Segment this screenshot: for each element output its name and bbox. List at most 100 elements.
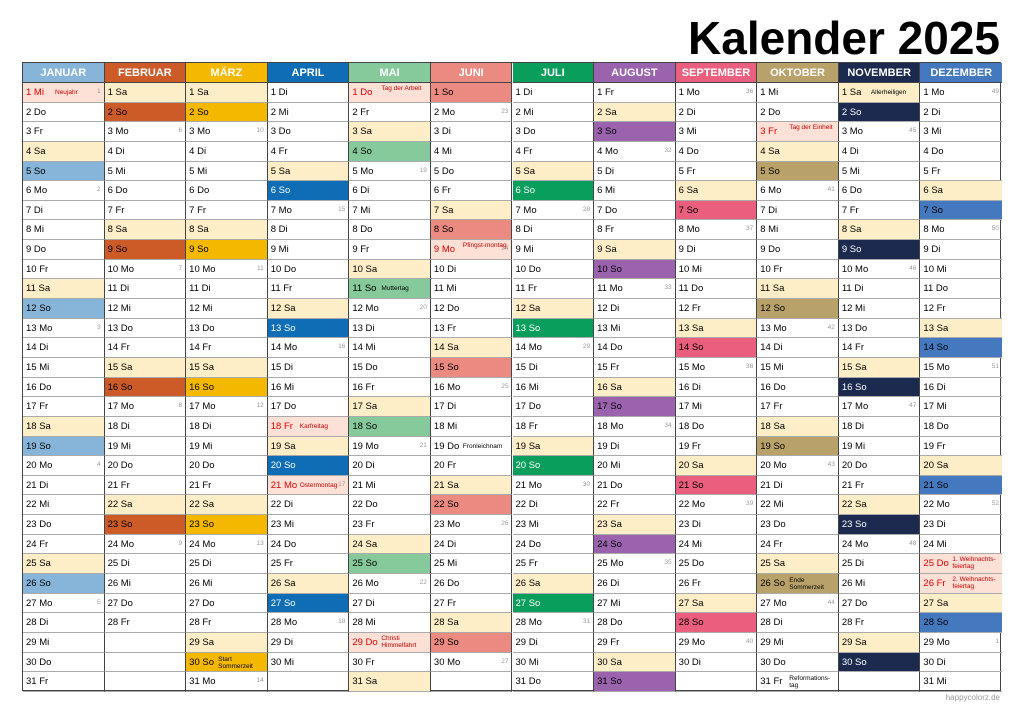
- day-cell: 20 Do: [838, 456, 921, 476]
- credit-text: happycolorz.de: [945, 693, 1000, 702]
- day-label: 25 Di: [189, 558, 212, 570]
- day-label: 10 Di: [433, 263, 457, 275]
- day-cell: 19 Do Fronleichnam: [430, 436, 513, 457]
- day-label: 10 Fr: [26, 263, 49, 275]
- day-cell: 14 Di: [757, 338, 839, 358]
- day-label: 15 Sa: [189, 361, 214, 373]
- day-label: 28 Fr: [189, 617, 212, 629]
- day-cell: 10 Mo 11: [186, 259, 268, 280]
- day-cell: 27 Do: [838, 593, 921, 614]
- day-label: 1 Sa: [107, 87, 128, 98]
- day-label: 7 Sa: [433, 204, 454, 216]
- day-label: 13 So: [270, 322, 296, 334]
- day-cell: 30 Di: [920, 653, 1002, 673]
- day-cell: 3 Do: [512, 122, 595, 142]
- day-cell: 20 Fr: [430, 456, 513, 476]
- day-cell: 29 Mo 40: [675, 632, 758, 653]
- day-label: 1 Mi: [26, 87, 44, 98]
- day-cell: 11 Sa: [757, 279, 839, 300]
- day-label: 5 Fr: [923, 165, 941, 177]
- day-label: 27 So: [515, 597, 541, 609]
- day-cell: 24 Mi: [675, 534, 758, 555]
- day-cell: 1 Mo 36: [675, 83, 758, 103]
- page-title: Kalender 2025: [688, 12, 1000, 64]
- day-label: 30 So: [841, 656, 867, 668]
- day-cell: 15 Do: [349, 357, 431, 378]
- day-cell: 30 Mo 27: [430, 652, 513, 673]
- day-label: 22 Mo: [678, 499, 706, 511]
- day-cell: 15 Di: [512, 357, 595, 378]
- day-label: 21 Mo: [515, 479, 542, 491]
- day-cell: 10 Mi: [675, 259, 758, 280]
- day-label: 20 Sa: [678, 460, 704, 472]
- week-number: 15: [338, 205, 346, 213]
- day-cell: 6 Di: [349, 181, 431, 201]
- day-cell: 29 So: [430, 632, 513, 653]
- day-cell: 20 Sa: [675, 456, 758, 476]
- holiday-label: Christi Himmelfahrt: [381, 634, 417, 649]
- day-cell: 29 Mi: [23, 632, 105, 653]
- day-cell: 22 Mi: [23, 495, 105, 516]
- day-label: 27 Sa: [678, 597, 704, 609]
- day-label: 1 Sa: [189, 87, 209, 98]
- day-label: 30 Mi: [515, 656, 539, 668]
- month-column: FEBRUAR 1 Sa 2 So 3 Mo 6 4 Di 5 Mi 6 Do 7 Fr 8 Sa…: [104, 63, 187, 692]
- day-cell: 19 So: [23, 436, 105, 457]
- week-number: 33: [664, 284, 672, 292]
- day-label: 22 Do: [352, 499, 378, 511]
- day-label: 14 So: [678, 342, 704, 354]
- day-cell: 15 Di: [267, 357, 350, 378]
- day-cell: 16 Di: [675, 377, 758, 398]
- week-number: 38: [746, 362, 754, 370]
- day-cell: 3 Mo 10: [186, 122, 268, 142]
- day-cell: 16 Mi: [512, 377, 595, 398]
- day-cell: 20 Di: [349, 456, 431, 476]
- day-label: 11 Fr: [270, 283, 293, 295]
- day-cell: 17 Do: [512, 397, 595, 417]
- day-label: 24 Mo: [841, 538, 869, 550]
- day-label: 22 Mi: [26, 499, 50, 511]
- day-cell: [675, 672, 758, 692]
- month-column: AUGUST 1 Fr 2 Sa 3 So 4 Mo 32 5 Di 6 Mi 7 Do 8 Fr…: [594, 63, 676, 692]
- day-label: 21 Do: [597, 479, 623, 491]
- day-label: 14 Sa: [433, 342, 459, 354]
- day-label: 12 Fr: [923, 303, 946, 315]
- day-cell: 19 Sa: [512, 436, 595, 457]
- day-label: 30 Mo: [433, 656, 461, 668]
- day-cell: [838, 672, 921, 692]
- day-label: 28 Di: [26, 617, 49, 629]
- day-cell: [430, 672, 513, 692]
- week-number: 20: [419, 304, 427, 312]
- day-label: 14 Fr: [189, 342, 212, 354]
- day-cell: 9 Mi: [512, 240, 595, 260]
- day-cell: 31 Mi: [920, 672, 1002, 692]
- day-cell: 6 Sa: [675, 181, 758, 201]
- day-label: 6 Fr: [433, 185, 451, 197]
- day-cell: 12 Sa: [267, 299, 350, 319]
- day-cell: 26 So: [23, 574, 105, 594]
- day-label: 25 So: [352, 558, 378, 570]
- day-cell: 17 Mo 47: [838, 397, 921, 417]
- day-cell: 11 Mi: [430, 279, 513, 300]
- month-column: APRIL 1 Di 2 Mi 3 Do 4 Fr 5 Sa 6 So 7 Mo 15 8 Di 9…: [267, 63, 350, 692]
- day-label: 14 Fr: [107, 342, 130, 354]
- day-cell: 8 Sa: [104, 220, 187, 241]
- day-cell: 25 Di: [186, 554, 268, 575]
- day-cell: 6 Mi: [594, 181, 676, 201]
- day-label: 26 Mi: [841, 578, 866, 590]
- day-cell: 12 Fr: [920, 299, 1002, 319]
- day-label: 11 Mi: [433, 283, 457, 295]
- day-label: 28 Fr: [107, 617, 130, 629]
- day-cell: 5 Di: [594, 161, 676, 182]
- day-label: 1 Di: [515, 87, 533, 98]
- day-label: 4 Di: [189, 145, 207, 157]
- event-label: Ende Sommerzeit: [789, 577, 824, 592]
- week-number: 27: [501, 657, 509, 665]
- day-cell: 29 Sa: [186, 632, 268, 653]
- month-column: JUNI 1 So 2 Mo 23 3 Di 4 Mi 5 Do 6 Fr 7 Sa 8 So 9 …: [430, 63, 513, 692]
- day-label: 25 Do: [678, 558, 705, 570]
- day-cell: 17 Mi: [675, 397, 758, 417]
- day-label: 6 So: [270, 185, 291, 197]
- day-cell: 30 Di: [675, 652, 758, 673]
- day-cell: 24 Do: [267, 534, 350, 555]
